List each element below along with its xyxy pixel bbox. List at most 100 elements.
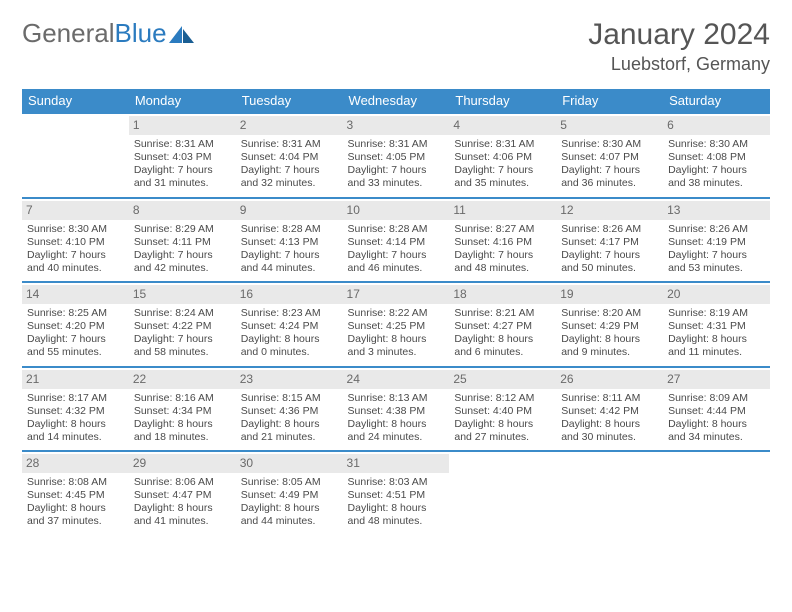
daylight-text: Daylight: 8 hours bbox=[454, 333, 551, 346]
daylight-text: and 50 minutes. bbox=[561, 262, 658, 275]
day-info: Sunrise: 8:13 AMSunset: 4:38 PMDaylight:… bbox=[347, 392, 446, 445]
daylight-text: and 24 minutes. bbox=[348, 431, 445, 444]
sunset-text: Sunset: 4:05 PM bbox=[348, 151, 445, 164]
sunset-text: Sunset: 4:19 PM bbox=[668, 236, 765, 249]
calendar-empty-cell: . bbox=[556, 451, 663, 535]
daylight-text: Daylight: 7 hours bbox=[134, 333, 231, 346]
calendar-day-cell: 15 Sunrise: 8:24 AMSunset: 4:22 PMDayligh… bbox=[129, 282, 236, 367]
day-number: 1 bbox=[129, 116, 236, 135]
daylight-text: and 35 minutes. bbox=[454, 177, 551, 190]
calendar-week-row: 7Sunrise: 8:30 AMSunset: 4:10 PMDaylight… bbox=[22, 198, 770, 283]
daylight-text: and 55 minutes. bbox=[27, 346, 124, 359]
calendar-day-cell: 4Sunrise: 8:31 AMSunset: 4:06 PMDaylight… bbox=[449, 113, 556, 198]
calendar-day-cell: 21Sunrise: 8:17 AMSunset: 4:32 PMDayligh… bbox=[22, 367, 129, 452]
calendar-day-cell: 24Sunrise: 8:13 AMSunset: 4:38 PMDayligh… bbox=[343, 367, 450, 452]
daylight-text: and 53 minutes. bbox=[668, 262, 765, 275]
daylight-text: Daylight: 7 hours bbox=[454, 164, 551, 177]
sunset-text: Sunset: 4:34 PM bbox=[134, 405, 231, 418]
sunset-text: Sunset: 4:11 PM bbox=[134, 236, 231, 249]
calendar-day-cell: 23Sunrise: 8:15 AMSunset: 4:36 PMDayligh… bbox=[236, 367, 343, 452]
calendar-day-cell: 12Sunrise: 8:26 AMSunset: 4:17 PMDayligh… bbox=[556, 198, 663, 283]
calendar-body: .1Sunrise: 8:31 AMSunset: 4:03 PMDayligh… bbox=[22, 113, 770, 535]
day-number: 10 bbox=[343, 201, 450, 220]
day-info: Sunrise: 8:11 AMSunset: 4:42 PMDaylight:… bbox=[560, 392, 659, 445]
sunset-text: Sunset: 4:29 PM bbox=[561, 320, 658, 333]
calendar-day-cell: 27Sunrise: 8:09 AMSunset: 4:44 PMDayligh… bbox=[663, 367, 770, 452]
calendar-empty-cell: . bbox=[663, 451, 770, 535]
daylight-text: Daylight: 8 hours bbox=[241, 333, 338, 346]
sunrise-text: Sunrise: 8:30 AM bbox=[668, 138, 765, 151]
calendar-empty-cell: . bbox=[22, 113, 129, 198]
sunset-text: Sunset: 4:49 PM bbox=[241, 489, 338, 502]
brand-part2: Blue bbox=[115, 18, 167, 49]
day-number: 19 bbox=[556, 285, 663, 304]
calendar-day-cell: 20Sunrise: 8:19 AMSunset: 4:31 PMDayligh… bbox=[663, 282, 770, 367]
daylight-text: and 33 minutes. bbox=[348, 177, 445, 190]
sunrise-text: Sunrise: 8:31 AM bbox=[454, 138, 551, 151]
sunrise-text: Sunrise: 8:17 AM bbox=[27, 392, 124, 405]
day-info: Sunrise: 8:16 AMSunset: 4:34 PMDaylight:… bbox=[133, 392, 232, 445]
calendar-day-cell: 14Sunrise: 8:25 AMSunset: 4:20 PMDayligh… bbox=[22, 282, 129, 367]
day-info: Sunrise: 8:28 AMSunset: 4:13 PMDaylight:… bbox=[240, 223, 339, 276]
sunrise-text: Sunrise: 8:26 AM bbox=[668, 223, 765, 236]
sunrise-text: Sunrise: 8:26 AM bbox=[561, 223, 658, 236]
daylight-text: Daylight: 7 hours bbox=[454, 249, 551, 262]
daylight-text: and 30 minutes. bbox=[561, 431, 658, 444]
daylight-text: Daylight: 7 hours bbox=[348, 164, 445, 177]
day-number: 15 bbox=[129, 285, 236, 304]
daylight-text: and 48 minutes. bbox=[454, 262, 551, 275]
daylight-text: and 40 minutes. bbox=[27, 262, 124, 275]
sunset-text: Sunset: 4:38 PM bbox=[348, 405, 445, 418]
sunset-text: Sunset: 4:22 PM bbox=[134, 320, 231, 333]
day-info: Sunrise: 8:23 AMSunset: 4:24 PMDaylight:… bbox=[240, 307, 339, 360]
daylight-text: Daylight: 7 hours bbox=[241, 164, 338, 177]
calendar-day-cell: 17Sunrise: 8:22 AMSunset: 4:25 PMDayligh… bbox=[343, 282, 450, 367]
daylight-text: Daylight: 8 hours bbox=[348, 418, 445, 431]
day-number: 31 bbox=[343, 454, 450, 473]
daylight-text: Daylight: 8 hours bbox=[561, 333, 658, 346]
daylight-text: and 11 minutes. bbox=[668, 346, 765, 359]
day-info: Sunrise: 8:24 AMSunset: 4:22 PMDaylight:… bbox=[133, 307, 232, 360]
day-info: Sunrise: 8:31 AMSunset: 4:04 PMDaylight:… bbox=[240, 138, 339, 191]
calendar-empty-cell: . bbox=[449, 451, 556, 535]
sunset-text: Sunset: 4:07 PM bbox=[561, 151, 658, 164]
sunset-text: Sunset: 4:27 PM bbox=[454, 320, 551, 333]
daylight-text: and 36 minutes. bbox=[561, 177, 658, 190]
daylight-text: and 0 minutes. bbox=[241, 346, 338, 359]
sunrise-text: Sunrise: 8:15 AM bbox=[241, 392, 338, 405]
sunrise-text: Sunrise: 8:30 AM bbox=[27, 223, 124, 236]
day-info: Sunrise: 8:12 AMSunset: 4:40 PMDaylight:… bbox=[453, 392, 552, 445]
daylight-text: and 9 minutes. bbox=[561, 346, 658, 359]
sunset-text: Sunset: 4:47 PM bbox=[134, 489, 231, 502]
day-info: Sunrise: 8:17 AMSunset: 4:32 PMDaylight:… bbox=[26, 392, 125, 445]
daylight-text: Daylight: 8 hours bbox=[454, 418, 551, 431]
day-number: 16 bbox=[236, 285, 343, 304]
day-number: 22 bbox=[129, 370, 236, 389]
daylight-text: and 18 minutes. bbox=[134, 431, 231, 444]
day-header-row: Sunday Monday Tuesday Wednesday Thursday… bbox=[22, 89, 770, 113]
daylight-text: and 34 minutes. bbox=[668, 431, 765, 444]
day-number: 4 bbox=[449, 116, 556, 135]
calendar-day-cell: 28Sunrise: 8:08 AMSunset: 4:45 PMDayligh… bbox=[22, 451, 129, 535]
daylight-text: Daylight: 7 hours bbox=[134, 164, 231, 177]
sunset-text: Sunset: 4:14 PM bbox=[348, 236, 445, 249]
day-number: 13 bbox=[663, 201, 770, 220]
day-info: Sunrise: 8:06 AMSunset: 4:47 PMDaylight:… bbox=[133, 476, 232, 529]
day-number: 8 bbox=[129, 201, 236, 220]
daylight-text: Daylight: 8 hours bbox=[668, 418, 765, 431]
daylight-text: and 32 minutes. bbox=[241, 177, 338, 190]
calendar-week-row: 28Sunrise: 8:08 AMSunset: 4:45 PMDayligh… bbox=[22, 451, 770, 535]
daylight-text: Daylight: 7 hours bbox=[668, 249, 765, 262]
sunrise-text: Sunrise: 8:31 AM bbox=[348, 138, 445, 151]
sunrise-text: Sunrise: 8:28 AM bbox=[241, 223, 338, 236]
day-header: Sunday bbox=[22, 89, 129, 113]
daylight-text: and 31 minutes. bbox=[134, 177, 231, 190]
calendar-day-cell: 19Sunrise: 8:20 AMSunset: 4:29 PMDayligh… bbox=[556, 282, 663, 367]
day-info: Sunrise: 8:15 AMSunset: 4:36 PMDaylight:… bbox=[240, 392, 339, 445]
sunset-text: Sunset: 4:20 PM bbox=[27, 320, 124, 333]
sunrise-text: Sunrise: 8:28 AM bbox=[348, 223, 445, 236]
day-header: Friday bbox=[556, 89, 663, 113]
title-block: January 2024 Luebstorf, Germany bbox=[588, 18, 770, 75]
calendar-day-cell: 30Sunrise: 8:05 AMSunset: 4:49 PMDayligh… bbox=[236, 451, 343, 535]
sunset-text: Sunset: 4:44 PM bbox=[668, 405, 765, 418]
